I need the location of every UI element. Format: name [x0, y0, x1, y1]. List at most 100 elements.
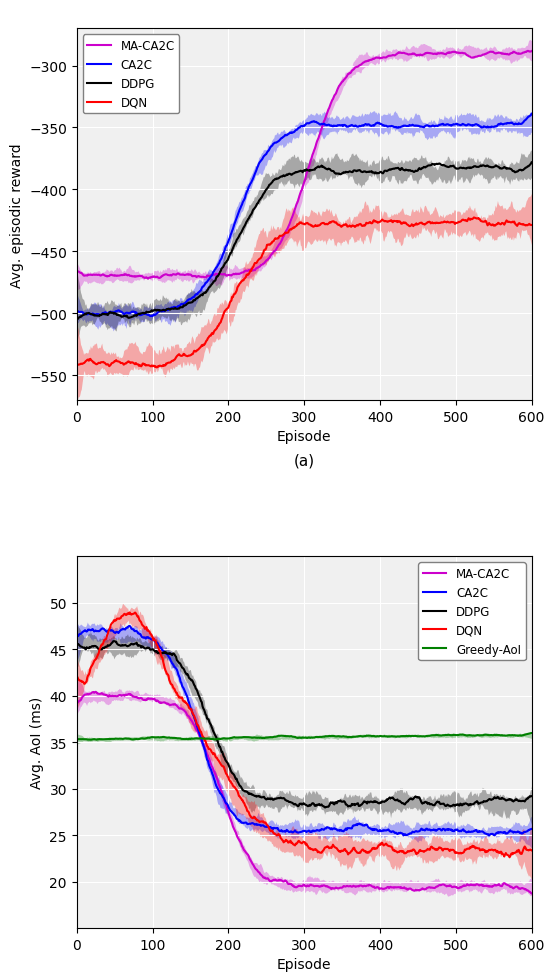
MA-CA2C — [224, 270, 231, 281]
Greedy-AoI — [499, 730, 505, 742]
DDPG — [498, 163, 505, 175]
DQN — [499, 218, 506, 230]
Line: CA2C: CA2C — [77, 114, 532, 317]
CA2C — [499, 119, 505, 131]
DDPG — [224, 256, 230, 268]
DQN — [73, 671, 80, 683]
Line: DQN: DQN — [77, 613, 532, 858]
DQN — [515, 844, 522, 856]
DDPG — [73, 637, 80, 649]
MA-CA2C — [73, 266, 80, 277]
X-axis label: Episode: Episode — [277, 430, 332, 444]
MA-CA2C — [499, 880, 505, 892]
DQN — [528, 220, 535, 232]
CA2C — [125, 620, 132, 632]
Greedy-AoI — [85, 734, 92, 745]
MA-CA2C — [159, 271, 165, 282]
DQN — [528, 844, 535, 856]
MA-CA2C — [437, 879, 443, 891]
Greedy-AoI — [103, 734, 110, 745]
CA2C — [149, 311, 156, 322]
DQN — [73, 360, 80, 371]
CA2C — [102, 307, 109, 319]
CA2C — [159, 645, 165, 657]
Y-axis label: Avg. episodic reward: Avg. episodic reward — [9, 143, 24, 287]
X-axis label: Episode: Episode — [277, 957, 332, 971]
CA2C — [400, 829, 407, 841]
CA2C — [515, 827, 522, 838]
DQN — [224, 771, 231, 783]
MA-CA2C — [528, 46, 535, 58]
CA2C — [528, 824, 535, 835]
Legend: MA-CA2C, CA2C, DDPG, DQN: MA-CA2C, CA2C, DDPG, DQN — [83, 35, 179, 114]
MA-CA2C — [515, 881, 521, 893]
MA-CA2C — [103, 689, 110, 701]
DQN — [499, 848, 505, 860]
DQN — [471, 212, 477, 224]
DDPG — [73, 315, 80, 326]
Text: (a): (a) — [294, 452, 315, 468]
Greedy-AoI — [437, 730, 443, 742]
DQN — [437, 218, 443, 230]
Y-axis label: Avg. AoI (ms): Avg. AoI (ms) — [30, 697, 44, 788]
Line: DQN: DQN — [77, 218, 532, 368]
MA-CA2C — [224, 804, 231, 816]
CA2C — [437, 824, 444, 835]
CA2C — [224, 238, 231, 250]
CA2C — [499, 827, 506, 838]
CA2C — [159, 306, 165, 318]
CA2C — [73, 305, 80, 317]
DQN — [132, 607, 139, 618]
MA-CA2C — [145, 274, 151, 285]
Greedy-AoI — [224, 733, 231, 744]
DDPG — [437, 798, 444, 810]
DDPG — [224, 757, 231, 769]
MA-CA2C — [437, 49, 443, 61]
DDPG — [514, 166, 521, 178]
DDPG — [158, 305, 165, 317]
Line: DDPG: DDPG — [77, 642, 532, 808]
DQN — [102, 359, 109, 370]
MA-CA2C — [159, 697, 165, 708]
Legend: MA-CA2C, CA2C, DDPG, DQN, Greedy-AoI: MA-CA2C, CA2C, DDPG, DQN, Greedy-AoI — [418, 563, 526, 660]
CA2C — [102, 625, 109, 637]
DQN — [154, 362, 161, 374]
DQN — [437, 842, 443, 854]
Line: MA-CA2C: MA-CA2C — [77, 52, 532, 279]
DQN — [515, 218, 522, 230]
Line: DDPG: DDPG — [77, 163, 532, 320]
MA-CA2C — [93, 686, 99, 698]
Line: CA2C: CA2C — [77, 626, 532, 835]
DDPG — [102, 309, 109, 320]
MA-CA2C — [515, 49, 521, 61]
Line: Greedy-AoI: Greedy-AoI — [77, 734, 532, 740]
DDPG — [111, 636, 117, 648]
MA-CA2C — [102, 271, 109, 282]
MA-CA2C — [528, 887, 535, 899]
DDPG — [102, 641, 109, 653]
CA2C — [437, 120, 443, 132]
DQN — [102, 634, 109, 646]
CA2C — [73, 630, 80, 642]
Greedy-AoI — [159, 732, 165, 743]
DDPG — [322, 802, 329, 814]
Greedy-AoI — [515, 730, 521, 742]
CA2C — [224, 799, 231, 811]
CA2C — [528, 108, 535, 120]
DDPG — [528, 790, 535, 802]
DDPG — [515, 795, 522, 807]
CA2C — [515, 119, 521, 131]
DDPG — [499, 793, 506, 805]
Greedy-AoI — [73, 734, 80, 745]
DQN — [159, 652, 165, 663]
DDPG — [436, 158, 442, 170]
DQN — [506, 852, 513, 864]
MA-CA2C — [499, 49, 505, 61]
Line: MA-CA2C: MA-CA2C — [77, 692, 532, 893]
Greedy-AoI — [528, 728, 535, 740]
DDPG — [159, 648, 165, 659]
DQN — [224, 303, 231, 315]
DQN — [159, 361, 165, 372]
MA-CA2C — [524, 46, 531, 58]
MA-CA2C — [73, 698, 80, 709]
